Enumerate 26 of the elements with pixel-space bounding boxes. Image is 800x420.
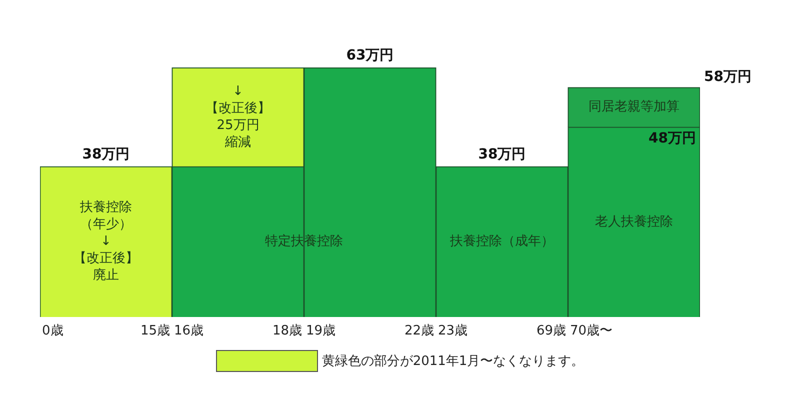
text: 15歳 xyxy=(140,323,170,338)
data-label: 38万円 xyxy=(82,146,130,162)
data-label: 25万円縮減 xyxy=(216,118,260,150)
text: 23歳 xyxy=(438,323,468,338)
annotation: 同居老親等加算 xyxy=(588,100,680,115)
annotation: ↓ xyxy=(100,234,112,250)
text: 16歳 xyxy=(174,323,204,338)
data-label: 48万円 xyxy=(648,130,696,147)
annotation: 老人扶養控除 xyxy=(595,214,673,230)
annotation: 特定扶養控除 xyxy=(265,234,343,250)
annotation: 扶養控除（年少） xyxy=(79,200,132,232)
text: 19歳 xyxy=(306,323,336,338)
text: 0歳 xyxy=(42,323,64,338)
annotation: 【改正後】 xyxy=(74,251,138,266)
data-label: 63万円 xyxy=(346,47,394,64)
text: 18歳 xyxy=(272,323,302,338)
text: 22歳 xyxy=(404,323,434,338)
annotation: 【改正後】 xyxy=(206,101,270,116)
text: 70歳〜 xyxy=(570,323,613,338)
annotation: 廃止 xyxy=(93,268,119,284)
annotation: ↓ xyxy=(232,84,244,100)
text: 69歳 xyxy=(536,323,566,338)
data-label: 38万円 xyxy=(478,146,526,162)
text: 黄緑色の部分が2011年1月〜なくなります。 xyxy=(322,353,584,370)
annotation: 扶養控除（成年） xyxy=(449,234,554,250)
total-label: 58万円 xyxy=(704,69,752,86)
